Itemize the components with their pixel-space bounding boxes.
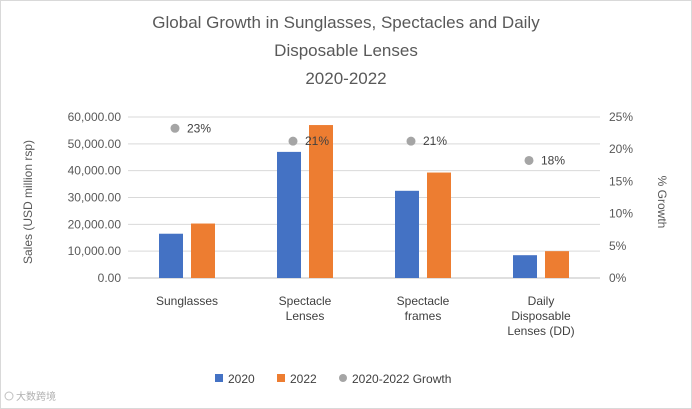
- growth-data-label: 21%: [423, 134, 447, 148]
- bar-2020-0: [159, 233, 183, 278]
- y2-tick-label: 5%: [609, 239, 627, 253]
- category-label: Sunglasses: [156, 294, 218, 308]
- legend-swatch: [339, 374, 347, 382]
- y2-tick-label: 15%: [609, 174, 633, 188]
- y-tick-label: 20,000.00: [68, 217, 122, 231]
- y-tick-label: 10,000.00: [68, 244, 122, 258]
- legend-swatch: [215, 374, 223, 382]
- legend-swatch: [277, 374, 285, 382]
- y2-axis-title: % Growth: [655, 176, 669, 229]
- category-label: Daily: [528, 294, 555, 308]
- chart-title-line: Disposable Lenses: [274, 41, 418, 60]
- legend-label: 2022: [290, 372, 317, 386]
- chart-title-line: 2020-2022: [305, 69, 386, 88]
- category-label: Lenses (DD): [507, 324, 574, 338]
- watermark-text: 大数跨境: [16, 390, 56, 403]
- legend-label: 2020-2022 Growth: [352, 372, 451, 386]
- growth-marker: [524, 155, 534, 165]
- category-label: Spectacle: [279, 294, 332, 308]
- bar-2020-1: [277, 151, 301, 278]
- growth-marker: [288, 136, 298, 146]
- y-tick-label: 0.00: [98, 271, 122, 285]
- growth-data-label: 21%: [305, 134, 329, 148]
- bar-2020-3: [513, 255, 537, 278]
- bar-2022-1: [309, 125, 333, 278]
- y-tick-label: 60,000.00: [68, 110, 122, 124]
- growth-marker: [170, 123, 180, 133]
- watermark-logo-icon: [4, 391, 14, 401]
- y2-tick-label: 20%: [609, 142, 633, 156]
- y-tick-label: 50,000.00: [68, 137, 122, 151]
- bar-2020-2: [395, 190, 419, 278]
- bar-2022-3: [545, 251, 569, 278]
- y2-tick-label: 0%: [609, 271, 627, 285]
- legend: 2020 2022 2020-2022 Growth: [215, 372, 451, 386]
- growth-data-label: 23%: [187, 121, 211, 135]
- bar-2022-0: [191, 223, 215, 278]
- y-tick-label: 30,000.00: [68, 191, 122, 205]
- y-tick-label: 40,000.00: [68, 164, 122, 178]
- growth-data-label: 18%: [541, 153, 565, 167]
- growth-marker: [406, 136, 416, 146]
- y2-tick-label: 10%: [609, 207, 633, 221]
- watermark: 大数跨境: [4, 390, 56, 403]
- category-label: Spectacle: [397, 294, 450, 308]
- legend-label: 2020: [228, 372, 255, 386]
- y-axis-title: Sales (USD million rsp): [21, 140, 35, 264]
- category-label: Lenses: [286, 309, 325, 323]
- chart-title-line: Global Growth in Sunglasses, Spectacles …: [152, 13, 540, 32]
- y2-tick-label: 25%: [609, 110, 633, 124]
- category-label: Disposable: [511, 309, 571, 323]
- category-label: frames: [405, 309, 442, 323]
- bar-2022-2: [427, 172, 451, 278]
